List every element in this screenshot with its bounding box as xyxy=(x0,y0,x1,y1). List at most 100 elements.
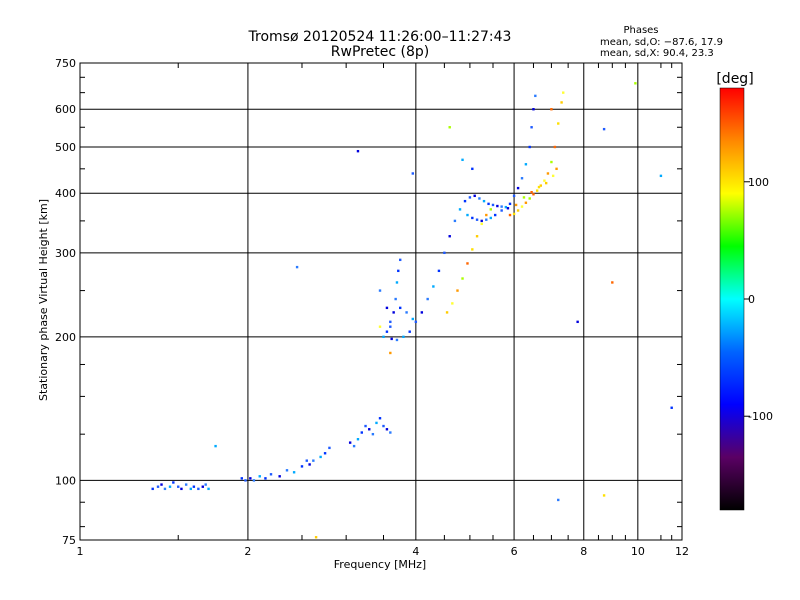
data-point xyxy=(168,485,172,488)
data-point xyxy=(385,330,389,333)
data-point xyxy=(437,269,441,273)
data-point xyxy=(471,216,474,220)
data-point xyxy=(550,108,553,111)
data-point xyxy=(389,431,392,434)
data-point xyxy=(473,194,476,198)
data-point xyxy=(468,196,472,199)
data-point xyxy=(475,235,479,238)
colorbar-tick-label: 0 xyxy=(748,293,755,306)
data-point xyxy=(539,184,543,187)
data-point xyxy=(508,213,512,217)
data-point xyxy=(411,172,414,175)
data-point xyxy=(534,94,537,98)
data-point xyxy=(378,417,382,420)
data-point xyxy=(385,428,389,431)
data-point xyxy=(482,199,486,203)
data-point xyxy=(535,189,539,192)
x-tick-label: 1 xyxy=(77,545,84,558)
data-point xyxy=(550,160,553,164)
data-point xyxy=(426,297,429,301)
data-point xyxy=(269,473,273,476)
data-point xyxy=(522,196,526,199)
data-point xyxy=(557,122,560,125)
axis-ticks xyxy=(80,63,682,540)
data-point xyxy=(516,209,520,212)
data-point xyxy=(546,172,550,175)
data-point xyxy=(480,219,483,223)
data-point xyxy=(448,235,451,238)
data-point xyxy=(151,487,154,491)
y-tick-label: 400 xyxy=(55,187,76,200)
data-point xyxy=(634,82,637,85)
grid-lines xyxy=(80,63,682,540)
chart-title: Tromsø 20120524 11:26:00–11:27:43 xyxy=(248,29,512,45)
data-point xyxy=(364,424,367,428)
y-tick-label: 600 xyxy=(55,103,76,116)
data-point xyxy=(252,479,256,482)
data-point xyxy=(244,479,247,482)
data-point xyxy=(360,431,363,434)
data-point xyxy=(445,311,449,314)
data-point xyxy=(312,459,315,462)
data-point xyxy=(451,302,454,305)
data-point xyxy=(493,213,497,217)
data-point xyxy=(305,459,308,462)
data-point xyxy=(670,406,673,409)
data-point xyxy=(214,444,217,448)
data-point xyxy=(395,281,399,284)
data-point xyxy=(314,536,318,539)
data-point xyxy=(485,218,488,221)
data-point xyxy=(189,487,193,491)
data-point xyxy=(576,320,579,324)
data-point xyxy=(500,205,503,208)
data-point xyxy=(461,158,464,162)
data-point xyxy=(461,277,464,280)
data-point xyxy=(487,202,490,206)
data-point xyxy=(414,320,418,324)
data-point xyxy=(524,201,528,204)
data-point xyxy=(453,219,457,223)
data-point xyxy=(368,428,371,431)
data-point xyxy=(557,498,560,502)
x-tick-label: 4 xyxy=(412,545,419,558)
data-point xyxy=(530,126,533,129)
data-point xyxy=(524,163,528,166)
colorbar xyxy=(719,87,745,511)
data-point xyxy=(602,127,606,131)
data-point xyxy=(496,204,499,208)
data-point xyxy=(537,185,541,189)
data-point xyxy=(192,485,196,488)
data-point xyxy=(382,424,385,428)
data-point xyxy=(432,285,435,288)
data-point xyxy=(356,438,360,441)
data-point xyxy=(390,337,393,341)
data-point xyxy=(264,477,267,480)
data-point xyxy=(530,190,533,194)
data-point xyxy=(466,262,469,265)
data-point xyxy=(553,145,557,149)
data-point xyxy=(184,483,188,486)
data-point xyxy=(300,465,304,468)
y-axis-label: Stationary phase Virtual Height [km] xyxy=(37,199,50,401)
y-tick-label: 500 xyxy=(55,141,76,154)
data-point xyxy=(504,205,508,209)
data-point xyxy=(532,108,535,111)
data-point xyxy=(489,208,492,211)
data-point xyxy=(399,306,402,310)
data-point xyxy=(528,197,531,200)
phases-title: Phases xyxy=(623,25,658,36)
data-point xyxy=(348,441,352,444)
data-point xyxy=(405,311,408,314)
colorbar-tick-label: 100 xyxy=(748,176,769,189)
x-tick-label: 8 xyxy=(580,545,587,558)
colorbar-tick-label: -100 xyxy=(748,410,773,423)
data-point xyxy=(491,203,495,207)
data-point xyxy=(463,199,467,203)
data-point xyxy=(397,269,400,273)
data-point xyxy=(420,311,424,314)
data-point xyxy=(399,258,402,262)
data-point xyxy=(328,446,331,450)
data-point xyxy=(411,317,414,321)
data-point xyxy=(278,475,281,478)
data-point xyxy=(516,186,520,190)
